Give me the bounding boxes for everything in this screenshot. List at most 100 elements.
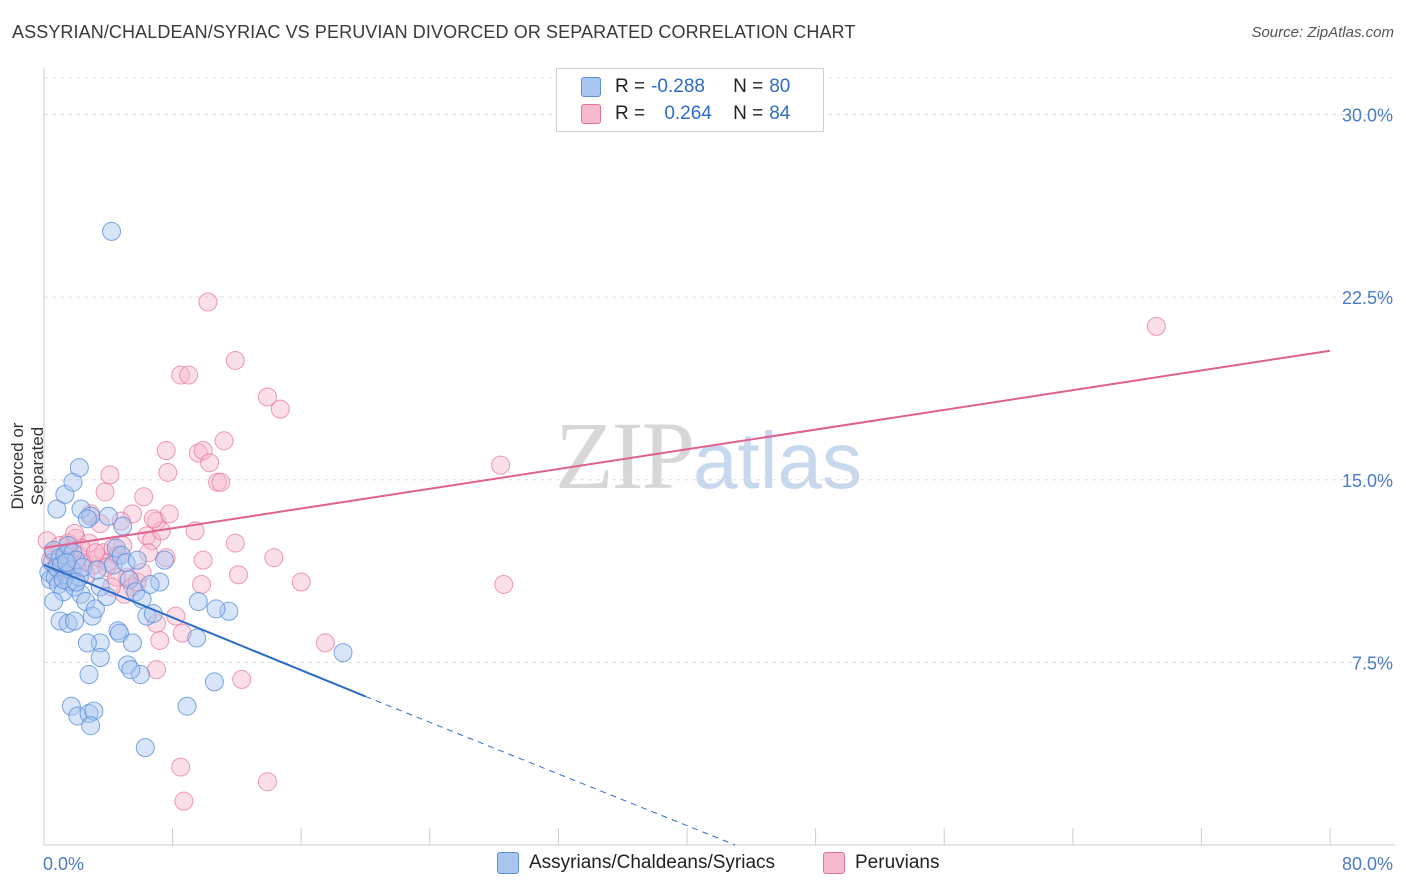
data-point-peruvians — [172, 623, 192, 643]
data-point-peruvians — [1146, 316, 1166, 336]
data-point-assyrians — [135, 738, 155, 758]
data-point-peruvians — [494, 574, 514, 594]
data-point-assyrians — [333, 643, 353, 663]
data-point-assyrians — [130, 665, 150, 685]
legend-swatch-blue — [497, 852, 519, 874]
data-point-peruvians — [90, 514, 110, 534]
data-point-peruvians — [37, 531, 57, 551]
x-tick-label: 0.0% — [43, 854, 84, 874]
data-point-assyrians — [177, 696, 197, 716]
data-point-peruvians — [179, 365, 199, 385]
trend-lines — [43, 349, 1331, 846]
y-tick-label: 22.5% — [1342, 288, 1393, 308]
data-point-peruvians — [200, 453, 220, 473]
legend-swatch-pink — [823, 852, 845, 874]
data-point-assyrians — [77, 509, 97, 529]
legend-row-peruvians: R = 0.264 N = 84 — [581, 101, 790, 127]
watermark-atlas: atlas — [693, 416, 862, 505]
data-point-assyrians — [79, 665, 99, 685]
y-tick-label: 7.5% — [1352, 653, 1393, 673]
data-point-assyrians — [110, 623, 130, 643]
data-point-peruvians — [171, 757, 191, 777]
data-point-assyrians — [121, 660, 141, 680]
legend-item-assyrians: Assyrians/Chaldeans/Syriacs — [497, 852, 775, 874]
data-point-peruvians — [257, 772, 277, 792]
watermark: ZIPatlas — [555, 400, 862, 511]
data-point-assyrians — [77, 633, 97, 653]
data-point-assyrians — [102, 221, 122, 241]
legend-swatch-pink — [581, 104, 601, 124]
source-label: Source: ZipAtlas.com — [1251, 24, 1394, 41]
data-point-assyrians — [61, 696, 81, 716]
data-point-assyrians — [79, 704, 99, 724]
data-point-assyrians — [69, 458, 89, 478]
data-point-assyrians — [57, 553, 77, 573]
data-point-assyrians — [127, 550, 147, 570]
data-point-peruvians — [225, 533, 245, 553]
data-point-assyrians — [84, 701, 104, 721]
legend-r-value: -0.288 — [651, 76, 705, 97]
legend-label-peruvians: Peruvians — [855, 852, 940, 873]
legend-r-label: R = — [615, 103, 646, 124]
data-point-peruvians — [174, 791, 194, 811]
legend-r-value: 0.264 — [664, 103, 712, 124]
data-point-peruvians — [134, 487, 154, 507]
data-point-assyrians — [204, 672, 224, 692]
data-point-assyrians — [119, 570, 139, 590]
data-point-peruvians — [147, 660, 167, 680]
trend-line-assyrians — [43, 564, 366, 698]
y-tick-label: 30.0% — [1342, 106, 1393, 126]
y-tick-labels: 7.5% 15.0% 22.5% 30.0% — [1342, 106, 1393, 674]
data-point-peruvians — [143, 509, 163, 529]
data-point-peruvians — [150, 630, 170, 650]
data-point-assyrians — [85, 599, 105, 619]
data-point-assyrians — [188, 592, 208, 612]
legend-n-value: 80 — [769, 76, 791, 97]
legend-item-peruvians: Peruvians — [823, 852, 940, 874]
data-point-peruvians — [100, 465, 120, 485]
legend-label-assyrians: Assyrians/Chaldeans/Syriacs — [529, 852, 776, 873]
data-point-peruvians — [211, 472, 231, 492]
data-point-assyrians — [155, 550, 175, 570]
data-point-peruvians — [257, 387, 277, 407]
trend-line-assyrians-extension — [365, 696, 736, 846]
y-tick-label: 15.0% — [1342, 471, 1393, 491]
data-point-peruvians — [138, 543, 158, 563]
data-point-peruvians — [229, 565, 249, 585]
legend-swatch-blue — [581, 77, 601, 97]
data-point-assyrians — [71, 499, 91, 519]
series-peruvians — [37, 292, 1166, 811]
correlation-legend: R = -0.288 N = 80 R = 0.264 N = 84 — [556, 68, 824, 132]
data-point-peruvians — [232, 669, 252, 689]
data-point-peruvians — [193, 550, 213, 570]
data-point-peruvians — [85, 543, 105, 563]
data-point-peruvians — [315, 633, 335, 653]
data-point-assyrians — [50, 611, 70, 631]
data-point-peruvians — [171, 365, 191, 385]
data-point-assyrians — [90, 648, 110, 668]
data-point-peruvians — [491, 455, 511, 475]
data-point-peruvians — [198, 292, 218, 312]
data-point-assyrians — [81, 716, 101, 736]
trend-line-peruvians — [43, 349, 1331, 549]
series-legend: Assyrians/Chaldeans/Syriacs Peruvians — [0, 852, 1406, 878]
data-point-peruvians — [214, 431, 234, 451]
legend-n-label: N = — [733, 76, 764, 97]
data-point-peruvians — [225, 350, 245, 370]
data-point-assyrians — [122, 633, 142, 653]
series-assyrians — [39, 221, 353, 758]
chart-title: ASSYRIAN/CHALDEAN/SYRIAC VS PERUVIAN DIV… — [12, 22, 856, 42]
data-point-assyrians — [65, 611, 85, 631]
data-point-assyrians — [206, 599, 226, 619]
legend-row-assyrians: R = -0.288 N = 80 — [581, 74, 790, 100]
data-point-peruvians — [95, 482, 115, 502]
legend-n-value: 84 — [769, 103, 791, 124]
data-point-assyrians — [98, 506, 118, 526]
data-point-peruvians — [193, 441, 213, 461]
data-point-peruvians — [264, 548, 284, 568]
data-point-assyrians — [140, 574, 160, 594]
x-tick-labels: 0.0% 80.0% — [43, 854, 1393, 874]
data-point-assyrians — [187, 628, 207, 648]
axes — [43, 68, 1395, 846]
data-point-peruvians — [270, 399, 290, 419]
